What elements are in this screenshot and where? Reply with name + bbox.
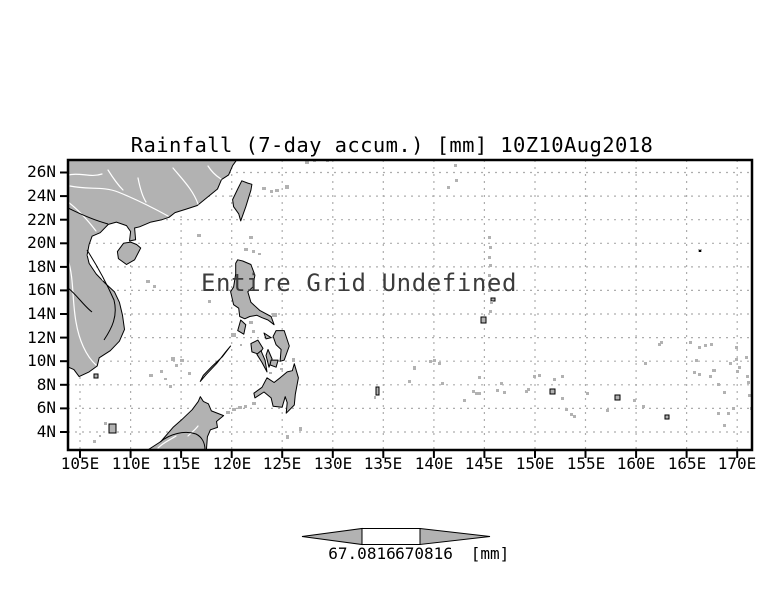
colorbar-mid-cell: [361, 528, 421, 545]
lon-label-170e: 170E: [717, 454, 757, 473]
landmass-luzon: [230, 259, 275, 326]
lon-label-145e: 145E: [464, 454, 504, 473]
landmass-samar-leyte: [272, 330, 290, 362]
lon-label-105e: 105E: [60, 454, 100, 473]
landmass-china-indochina: [68, 160, 238, 378]
landmass-mindanao: [253, 363, 299, 414]
lat-label-18n: 18N: [27, 257, 56, 276]
colorbar-tick-label-2: 670816: [395, 544, 453, 563]
lon-label-115e: 115E: [161, 454, 201, 473]
country-borders: [68, 207, 206, 450]
map-plot: [60, 158, 754, 458]
landmass-masbate: [263, 332, 272, 340]
landmass-taiwan: [232, 180, 253, 222]
lat-label-12n: 12N: [27, 328, 56, 347]
lon-label-130e: 130E: [313, 454, 353, 473]
lon-label-125e: 125E: [262, 454, 302, 473]
lon-label-150e: 150E: [515, 454, 555, 473]
landmass-bohol: [269, 359, 279, 368]
landmasses: [68, 160, 299, 450]
lat-label-22n: 22N: [27, 210, 56, 229]
lon-label-160e: 160E: [616, 454, 656, 473]
lat-label-6n: 6N: [36, 398, 56, 417]
entire-grid-undefined-message: Entire Grid Undefined: [201, 269, 518, 297]
lon-label-110e: 110E: [111, 454, 151, 473]
lat-label-8n: 8N: [36, 375, 56, 394]
landmass-hainan: [116, 241, 142, 265]
lat-label-26n: 26N: [27, 162, 56, 181]
landmass-mindoro: [237, 319, 247, 335]
rivers: [68, 165, 222, 449]
colorbar-tick-label-1: 67.0816: [328, 544, 396, 563]
lat-label-16n: 16N: [27, 280, 56, 299]
landmass-negros: [256, 350, 268, 373]
small-islands: [68, 160, 752, 443]
lon-label-120e: 120E: [212, 454, 252, 473]
axis-ticks: [60, 171, 739, 458]
plot-title: Rainfall (7-day accum.) [mm] 10Z10Aug201…: [130, 133, 654, 157]
lon-label-140e: 140E: [414, 454, 454, 473]
landmass-borneo: [147, 396, 225, 450]
lat-label-4n: 4N: [36, 422, 56, 441]
lon-label-155e: 155E: [566, 454, 606, 473]
plot-border: [66, 158, 754, 452]
colorbar: [301, 527, 491, 546]
lon-label-165e: 165E: [667, 454, 707, 473]
colorbar-left-arrow: [301, 527, 363, 546]
lat-label-14n: 14N: [27, 304, 56, 323]
lat-label-20n: 20N: [27, 233, 56, 252]
lat-label-24n: 24N: [27, 186, 56, 205]
lon-label-135e: 135E: [363, 454, 403, 473]
colorbar-right-arrow: [419, 527, 491, 546]
colorbar-unit-label: [mm]: [470, 544, 510, 563]
landmass-palawan: [199, 345, 232, 382]
lat-label-10n: 10N: [27, 351, 56, 370]
